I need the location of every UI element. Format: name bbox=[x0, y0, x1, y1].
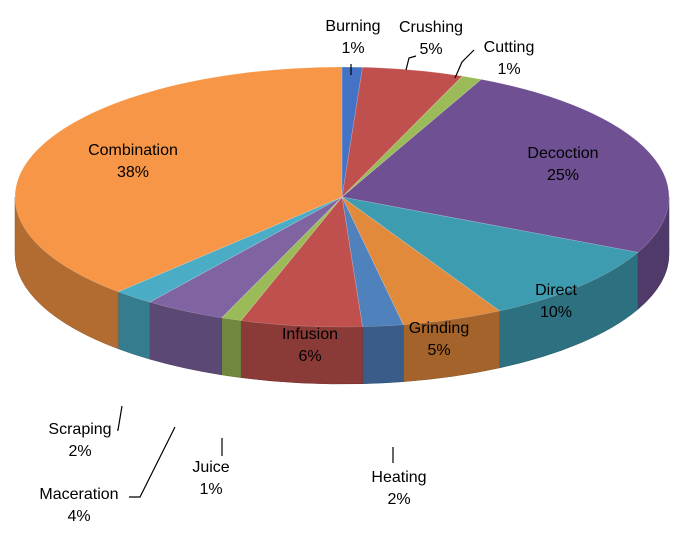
data-label-name: Heating bbox=[371, 469, 426, 486]
data-label-heating: Heating 2% bbox=[371, 469, 426, 508]
pie-slice-juice bbox=[220, 196, 343, 321]
data-label-name: Combination bbox=[88, 142, 178, 159]
data-label-name: Direct bbox=[535, 282, 577, 299]
data-label-name: Infusion bbox=[282, 326, 338, 343]
pie-slice-decoction bbox=[341, 79, 670, 253]
data-label-crushing: Crushing 5% bbox=[399, 19, 463, 58]
pie-slice-infusion bbox=[240, 196, 363, 328]
pie-slice-burning bbox=[341, 66, 363, 198]
data-label-value: 25% bbox=[547, 167, 579, 184]
data-label-decoction: Decoction 25% bbox=[527, 145, 598, 184]
data-label-value: 38% bbox=[117, 164, 149, 181]
data-label-value: 2% bbox=[387, 491, 410, 508]
pie-slice-heating bbox=[341, 196, 404, 328]
data-label-name: Cutting bbox=[484, 39, 535, 56]
data-label-name: Decoction bbox=[527, 145, 598, 162]
data-label-value: 1% bbox=[341, 40, 364, 57]
data-label-value: 1% bbox=[497, 61, 520, 78]
data-label-juice: Juice 1% bbox=[192, 459, 229, 498]
pie-slice-combination bbox=[14, 66, 343, 293]
data-label-value: 6% bbox=[298, 348, 321, 365]
pie-wall-scraping bbox=[117, 291, 151, 360]
pie-side-walls bbox=[14, 196, 670, 385]
data-label-direct: Direct 10% bbox=[535, 282, 577, 321]
pie-wall-heating bbox=[362, 324, 404, 384]
data-label-value: 1% bbox=[199, 481, 222, 498]
data-label-value: 2% bbox=[68, 443, 91, 460]
data-label-scraping: Scraping 2% bbox=[48, 421, 111, 460]
data-label-burning: Burning 1% bbox=[325, 18, 380, 57]
data-label-grinding: Grinding 5% bbox=[409, 320, 469, 359]
data-label-name: Scraping bbox=[48, 421, 111, 438]
pie-top-faces bbox=[14, 66, 670, 328]
leader-line-cutting bbox=[454, 49, 475, 79]
data-label-name: Juice bbox=[192, 459, 229, 476]
data-label-value: 10% bbox=[540, 304, 572, 321]
data-label-value: 4% bbox=[67, 508, 90, 525]
data-label-name: Grinding bbox=[409, 320, 469, 337]
data-label-cutting: Cutting 1% bbox=[484, 39, 535, 78]
pie-slice-grinding bbox=[341, 196, 501, 326]
pie-leader-lines bbox=[117, 49, 475, 498]
data-label-name: Burning bbox=[325, 18, 380, 35]
pie-slice-cutting bbox=[341, 75, 482, 198]
data-label-name: Crushing bbox=[399, 19, 463, 36]
data-label-maceration: Maceration 4% bbox=[39, 486, 118, 525]
pie-slice-maceration bbox=[149, 196, 343, 319]
data-label-infusion: Infusion 6% bbox=[282, 326, 338, 365]
pie-data-labels: Burning 1% Crushing 5% Cutting 1% Decoction 25%… bbox=[39, 18, 598, 525]
data-label-combination: Combination 38% bbox=[88, 142, 178, 181]
leader-line-scraping bbox=[117, 405, 123, 431]
leader-line-maceration bbox=[129, 426, 176, 498]
pie-wall-juice bbox=[221, 317, 242, 378]
data-label-value: 5% bbox=[419, 41, 442, 58]
pie-slice-crushing bbox=[341, 66, 464, 198]
data-label-value: 5% bbox=[427, 342, 450, 359]
data-label-name: Maceration bbox=[39, 486, 118, 503]
pie-slice-direct bbox=[341, 196, 639, 312]
pie-slice-scraping bbox=[117, 196, 343, 303]
leader-line-crushing bbox=[405, 55, 417, 71]
